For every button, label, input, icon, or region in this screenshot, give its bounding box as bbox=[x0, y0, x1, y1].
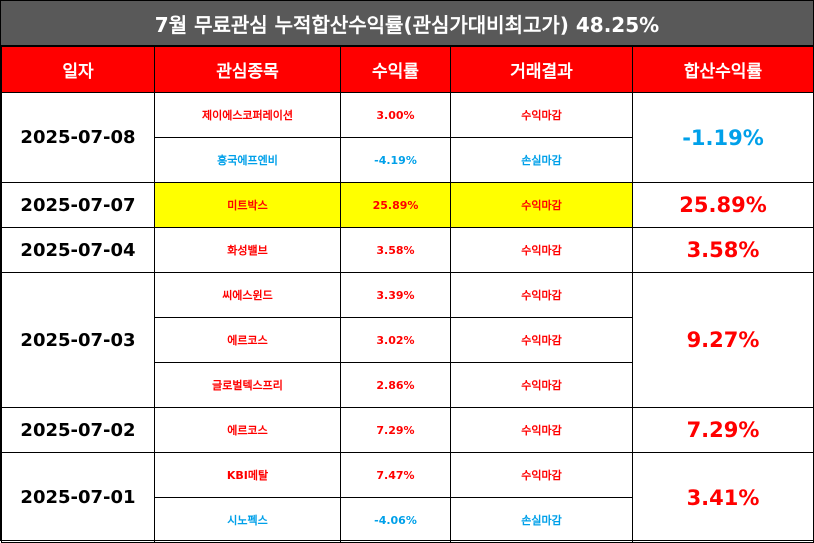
total-cell: 9.27% bbox=[632, 272, 814, 408]
sheet-title: 7월 무료관심 누적합산수익률(관심가대비최고가) 48.25% bbox=[1, 1, 813, 46]
date-cell: 2025-07-01 bbox=[1, 452, 155, 543]
table-row: 2025-07-08 제이에스코퍼레이션 3.00% 수익마감 -1.19% bbox=[1, 92, 814, 183]
return-cell: 2.86% bbox=[340, 362, 451, 408]
stock-cell: 화성밸브 bbox=[154, 227, 341, 273]
table-row: 흥국에프엔비 -4.19% 손실마감 bbox=[2, 137, 814, 183]
result-cell: 손실마감 bbox=[450, 137, 633, 183]
return-cell: 25.89% bbox=[340, 182, 451, 228]
header-return: 수익률 bbox=[340, 46, 451, 93]
stock-cell: 글로벌텍스프리 bbox=[154, 362, 341, 408]
total-cell: 25.89% bbox=[632, 182, 814, 228]
stock-cell: 제이에스코퍼레이션 bbox=[154, 92, 341, 138]
date-cell: 2025-07-03 bbox=[1, 272, 155, 408]
header-row: 일자 관심종목 수익률 거래결과 합산수익률 bbox=[1, 46, 814, 93]
table-row: 2025-07-07 미트박스 25.89% 수익마감 25.89% bbox=[1, 182, 814, 228]
stock-cell: 미트박스 bbox=[154, 182, 341, 228]
result-cell: 수익마감 bbox=[450, 92, 633, 138]
total-cell: 3.41% bbox=[632, 452, 814, 543]
returns-table: 일자 관심종목 수익률 거래결과 합산수익률 2025-07-08 제이에스코퍼… bbox=[1, 46, 814, 543]
table-row: 시노펙스 -4.06% 손실마감 bbox=[2, 497, 814, 543]
result-cell: 수익마감 bbox=[450, 317, 633, 363]
return-cell: 3.00% bbox=[340, 92, 451, 138]
stock-cell: 에르코스 bbox=[154, 407, 341, 453]
table-row: 2025-07-03 씨에스윈드 3.39% 수익마감 9.27% bbox=[1, 272, 814, 408]
total-cell: 3.58% bbox=[632, 227, 814, 273]
return-cell: -4.19% bbox=[340, 137, 451, 183]
header-date: 일자 bbox=[1, 46, 155, 93]
result-cell: 손실마감 bbox=[450, 497, 633, 543]
stock-cell: 에르코스 bbox=[154, 317, 341, 363]
stock-cell: 흥국에프엔비 bbox=[154, 137, 341, 183]
return-cell: 7.47% bbox=[340, 452, 451, 498]
result-cell: 수익마감 bbox=[450, 452, 633, 498]
table-row: 2025-07-01 KBI메탈 7.47% 수익마감 3.41% bbox=[1, 452, 814, 543]
stock-cell: 시노펙스 bbox=[154, 497, 341, 543]
result-cell: 수익마감 bbox=[450, 362, 633, 408]
date-cell: 2025-07-07 bbox=[1, 182, 155, 228]
result-cell: 수익마감 bbox=[450, 407, 633, 453]
table-row: 2025-07-04 화성밸브 3.58% 수익마감 3.58% bbox=[1, 227, 814, 273]
table-row: 에르코스 3.02% 수익마감 bbox=[2, 317, 814, 363]
header-result: 거래결과 bbox=[450, 46, 633, 93]
return-cell: 3.02% bbox=[340, 317, 451, 363]
header-total: 합산수익률 bbox=[632, 46, 814, 93]
table-row: 2025-07-02 에르코스 7.29% 수익마감 7.29% bbox=[1, 407, 814, 453]
header-stock: 관심종목 bbox=[154, 46, 341, 93]
date-cell: 2025-07-04 bbox=[1, 227, 155, 273]
result-cell: 수익마감 bbox=[450, 227, 633, 273]
return-cell: -4.06% bbox=[340, 497, 451, 543]
return-cell: 7.29% bbox=[340, 407, 451, 453]
total-cell: 7.29% bbox=[632, 407, 814, 453]
stock-cell: KBI메탈 bbox=[154, 452, 341, 498]
table-row: 글로벌텍스프리 2.86% 수익마감 bbox=[2, 362, 814, 408]
date-cell: 2025-07-02 bbox=[1, 407, 155, 453]
result-cell: 수익마감 bbox=[450, 272, 633, 318]
result-cell: 수익마감 bbox=[450, 182, 633, 228]
date-cell: 2025-07-08 bbox=[1, 92, 155, 183]
return-cell: 3.39% bbox=[340, 272, 451, 318]
return-cell: 3.58% bbox=[340, 227, 451, 273]
stock-cell: 씨에스윈드 bbox=[154, 272, 341, 318]
total-cell: -1.19% bbox=[632, 92, 814, 183]
